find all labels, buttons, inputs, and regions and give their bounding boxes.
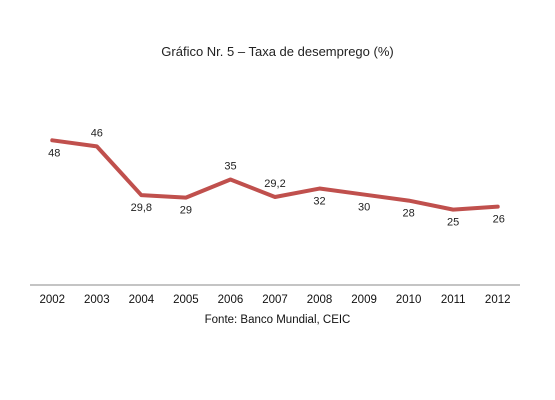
data-point: [408, 200, 410, 202]
x-tick-label: 2004: [129, 294, 155, 306]
data-point: [452, 209, 454, 211]
x-tick-label: 2007: [262, 294, 288, 306]
data-label: 35: [224, 161, 236, 173]
chart-title: Gráfico Nr. 5 – Taxa de desemprego (%): [161, 44, 394, 59]
x-tick-label: 2012: [485, 294, 511, 306]
series-line: [50, 138, 500, 212]
data-label: 29,2: [264, 178, 285, 190]
data-label: 30: [358, 202, 370, 214]
data-label: 29: [180, 205, 192, 217]
data-label: 48: [48, 147, 60, 159]
data-point: [51, 139, 53, 141]
x-tick-label: 2005: [173, 294, 199, 306]
data-label: 46: [91, 127, 103, 139]
data-point: [96, 145, 98, 147]
data-point: [229, 179, 231, 180]
data-point: [497, 206, 499, 208]
data-label: 28: [403, 208, 415, 220]
x-tick-label: 2006: [218, 294, 244, 306]
data-label: 32: [313, 196, 325, 208]
x-tick-label: 2011: [441, 294, 466, 306]
data-point: [140, 194, 142, 196]
x-tick-label: 2010: [396, 294, 422, 306]
x-tick-label: 2009: [351, 294, 377, 306]
data-label: 26: [493, 214, 505, 226]
x-tick-label: 2008: [307, 294, 333, 306]
x-tick-label: 2002: [39, 294, 65, 306]
x-tick-label: 2003: [84, 294, 110, 306]
data-label: 25: [447, 217, 459, 229]
data-point: [185, 197, 187, 199]
source-note: Fonte: Banco Mundial, CEIC: [204, 314, 351, 326]
data-point: [319, 188, 321, 190]
data-point: [274, 196, 276, 198]
data-point: [363, 194, 365, 196]
data-label: 29,8: [131, 202, 152, 214]
